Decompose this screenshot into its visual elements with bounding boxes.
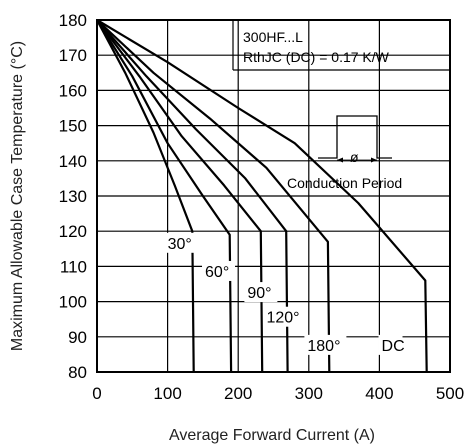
y-tick-label: 120 — [59, 222, 87, 241]
curve-label-bg — [244, 282, 278, 303]
x-tick-label: 200 — [224, 384, 252, 403]
curve-label-bg — [304, 334, 347, 355]
curve-180deg — [96, 19, 331, 373]
curve-label: 30° — [168, 236, 192, 253]
plot-frame — [96, 19, 451, 373]
y-axis-title: Maximum Allowable Case Temperature (°C) — [9, 41, 26, 351]
x-tick-label: 400 — [365, 384, 393, 403]
curve-label-bg — [263, 306, 306, 327]
curve-label: DC — [382, 338, 405, 355]
x-axis-title: Average Forward Current (A) — [169, 427, 375, 444]
curve-label-bg — [164, 232, 198, 253]
y-tick-label: 150 — [59, 117, 87, 136]
y-tick-label: 80 — [68, 363, 87, 382]
curve-label: 180° — [307, 338, 340, 355]
y-tick-label: 180 — [59, 11, 87, 30]
x-tick-label: 0 — [92, 384, 101, 403]
tick-labels: 0 100 200 300 400 500 80 90 100 110 120 130 140 150 16… — [59, 11, 465, 403]
curve-labels: 30° 60° 90° 120° 180° DC — [164, 232, 405, 355]
curve-120deg — [96, 19, 289, 373]
y-tick-label: 90 — [68, 328, 87, 347]
x-tick-label: 100 — [153, 384, 181, 403]
curve-90deg — [96, 19, 264, 373]
x-tick-label: 300 — [295, 384, 323, 403]
y-tick-label: 110 — [60, 257, 87, 276]
y-tick-label: 160 — [59, 81, 87, 100]
y-tick-label: 140 — [59, 152, 87, 171]
waveform-icon — [318, 115, 392, 163]
phi-symbol: ø — [350, 149, 359, 165]
curves — [96, 19, 428, 373]
curve-60deg — [96, 19, 233, 373]
curve-label: 60° — [205, 264, 229, 281]
curve-label: 90° — [247, 285, 271, 302]
y-tick-label: 170 — [59, 46, 87, 65]
curve-label-bg — [378, 334, 403, 355]
device-name: 300HF...L — [243, 29, 303, 45]
x-tick-label: 500 — [436, 384, 464, 403]
curve-label-bg — [202, 260, 236, 281]
curve-dc — [96, 19, 428, 373]
y-tick-label: 100 — [59, 293, 87, 312]
curve-label: 120° — [266, 310, 299, 327]
annotation-box: 300HF...L RthJC (DC) = 0.17 K/W — [232, 20, 450, 71]
y-tick-label: 130 — [59, 187, 87, 206]
curve-30deg — [96, 19, 195, 373]
conduction-period-label: Conduction Period — [287, 175, 402, 191]
thermal-resistance: RthJC (DC) = 0.17 K/W — [243, 49, 390, 65]
